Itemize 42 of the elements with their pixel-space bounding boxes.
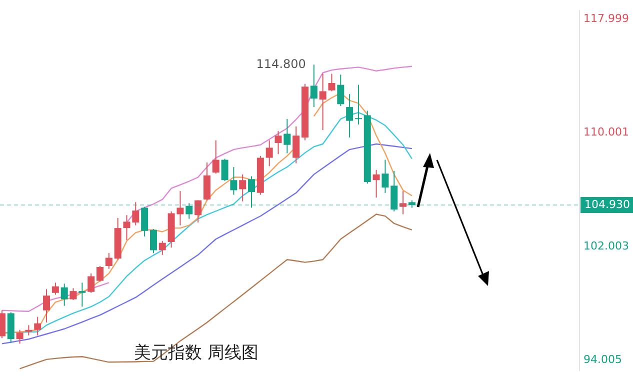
candlestick [150,228,157,254]
annotation: 114.800 [256,56,306,71]
candlestick [141,206,148,237]
candlestick [212,140,220,174]
candlestick [194,200,202,223]
y-tick-label: 102.003 [584,239,630,252]
candlestick [34,316,42,336]
candlestick [186,202,193,220]
candlestick [292,126,300,164]
candlestick [123,214,130,241]
y-tick-label: 117.999 [584,12,630,26]
candlestick [230,166,238,196]
candlestick [88,272,95,294]
candlestick [266,140,273,167]
candlestick [319,73,326,131]
candlestick [96,266,104,282]
candlestick [239,174,246,202]
candlestick [78,282,86,308]
candlestick [346,94,354,138]
candlestick [221,158,228,182]
candlestick [248,176,256,208]
candlestick [310,64,318,108]
candlestick [105,252,112,270]
candlestick [43,288,50,323]
candlestick [158,240,166,256]
candlestick [354,84,362,126]
candlestick [16,329,24,344]
candlestick [372,169,380,198]
candlestick [70,288,77,301]
candlestick [52,282,59,296]
ref-line-label: 104.930 [584,198,630,211]
candlestick [382,159,389,194]
candlestick [284,118,291,154]
candlestick [328,73,336,92]
candlestick [132,202,140,226]
candlestick [274,130,282,155]
candlestick [337,74,344,107]
candlestick [60,283,68,306]
candlestick [390,170,398,212]
y-tick-label: 110.001 [584,126,630,139]
y-tick-label: 94.005 [584,353,622,366]
candlestick [400,190,407,215]
